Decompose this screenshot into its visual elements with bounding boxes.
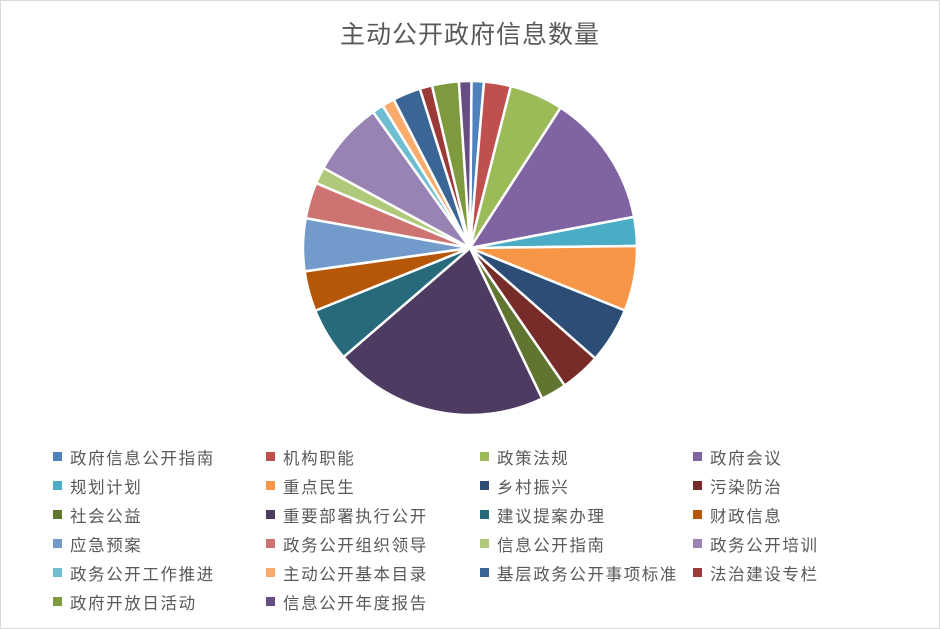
legend-marker: [266, 510, 275, 519]
legend-marker: [480, 481, 489, 490]
legend-marker: [266, 568, 275, 577]
legend-marker: [693, 539, 702, 548]
legend-item: 建议提案办理: [480, 500, 693, 529]
legend-label: 政府信息公开指南: [70, 448, 215, 468]
pie-slice: [342, 246, 544, 417]
legend-label: 财政信息: [710, 506, 783, 526]
legend-item: 政府开放日活动: [53, 587, 266, 616]
legend-label: 政策法规: [497, 448, 570, 468]
legend-label: 规划计划: [70, 477, 143, 497]
legend-marker: [693, 510, 702, 519]
legend-marker: [693, 568, 702, 577]
legend-label: 信息公开年度报告: [283, 593, 428, 613]
legend-marker: [53, 597, 62, 606]
legend-marker: [480, 510, 489, 519]
legend-marker: [266, 597, 275, 606]
legend-item: 社会公益: [53, 500, 266, 529]
legend-label: 政务公开培训: [710, 535, 819, 555]
legend-marker: [480, 568, 489, 577]
legend-label: 信息公开指南: [497, 535, 606, 555]
legend-item: 应急预案: [53, 529, 266, 558]
legend-marker: [693, 452, 702, 461]
legend-label: 重点民生: [283, 477, 356, 497]
pie-slice: [457, 79, 473, 250]
legend-item: 污染防治: [693, 471, 906, 500]
legend-label: 基层政务公开事项标准: [497, 564, 678, 584]
legend-item: 重点民生: [266, 471, 480, 500]
legend-item: 信息公开年度报告: [266, 587, 480, 616]
legend-item: 规划计划: [53, 471, 266, 500]
legend-marker: [693, 481, 702, 490]
legend-label: 政务公开组织领导: [283, 535, 428, 555]
legend-marker: [53, 452, 62, 461]
legend-label: 政府会议: [710, 448, 783, 468]
legend-item: 政策法规: [480, 442, 693, 471]
legend-marker: [266, 481, 275, 490]
legend-label: 重要部署执行公开: [283, 506, 428, 526]
legend-item: 重要部署执行公开: [266, 500, 480, 529]
legend-marker: [266, 539, 275, 548]
legend-item: 乡村振兴: [480, 471, 693, 500]
legend-label: 应急预案: [70, 535, 143, 555]
legend-label: 机构职能: [283, 448, 356, 468]
legend-item: 主动公开基本目录: [266, 558, 480, 587]
legend-label: 法治建设专栏: [710, 564, 819, 584]
legend-item: 政务公开组织领导: [266, 529, 480, 558]
legend-marker: [53, 568, 62, 577]
legend-item: 政务公开工作推进: [53, 558, 266, 587]
legend-label: 政府开放日活动: [70, 593, 197, 613]
legend-item: 政府会议: [693, 442, 906, 471]
legend-label: 政务公开工作推进: [70, 564, 215, 584]
legend-marker: [480, 539, 489, 548]
legend-item: 政府信息公开指南: [53, 442, 266, 471]
pie-chart: [301, 79, 639, 417]
legend-item: 财政信息: [693, 500, 906, 529]
pie-slice: [468, 106, 636, 250]
legend-label: 主动公开基本目录: [283, 564, 428, 584]
legend-marker: [266, 452, 275, 461]
legend: 政府信息公开指南 机构职能 政策法规 政府会议规划计划 重点民生 乡村振兴 污染防治社会公益…: [53, 442, 933, 616]
legend-item: 基层政务公开事项标准: [480, 558, 693, 587]
legend-marker: [480, 452, 489, 461]
legend-label: 污染防治: [710, 477, 783, 497]
legend-marker: [53, 510, 62, 519]
legend-label: 建议提案办理: [497, 506, 606, 526]
chart-title: 主动公开政府信息数量: [339, 20, 600, 49]
legend-label: 社会公益: [70, 506, 143, 526]
legend-item: 政务公开培训: [693, 529, 906, 558]
legend-item: 信息公开指南: [480, 529, 693, 558]
legend-item: 法治建设专栏: [693, 558, 906, 587]
legend-marker: [53, 539, 62, 548]
legend-label: 乡村振兴: [497, 477, 570, 497]
legend-item: 机构职能: [266, 442, 480, 471]
legend-marker: [53, 481, 62, 490]
